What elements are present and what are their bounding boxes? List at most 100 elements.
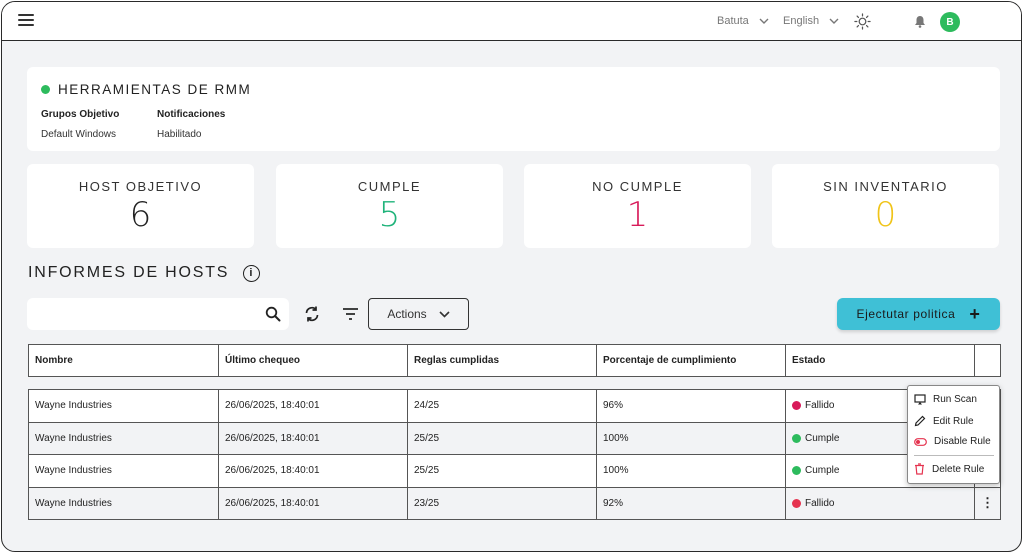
hamburger-menu-icon[interactable] [18, 14, 34, 28]
monitor-icon [914, 394, 926, 405]
host-name: Wayne Industries [28, 421, 219, 455]
menu-item-label: Disable Rule [934, 436, 991, 447]
target-groups-label: Grupos Objetivo [41, 109, 120, 120]
target-groups-value: Default Windows [41, 129, 117, 140]
host-name: Wayne Industries [28, 389, 219, 423]
status-cell: Fallido [785, 486, 975, 520]
stat-value: 6 [129, 195, 152, 235]
search-input[interactable] [35, 304, 255, 324]
stat-label: NO CUMPLE [592, 179, 683, 194]
chevron-down-icon [829, 18, 839, 24]
last-check: 26/06/2025, 18:40:01 [218, 421, 408, 455]
info-icon[interactable]: i [243, 264, 261, 282]
column-header-status[interactable]: Estado [785, 344, 975, 377]
target-groups: Grupos Objetivo Default Windows [41, 109, 119, 140]
menu-item-label: Edit Rule [933, 415, 974, 427]
compliance-percent: 100% [596, 421, 786, 455]
bell-icon[interactable] [914, 15, 926, 28]
stat-card-target-hosts: HOST OBJETIVO 6 [27, 164, 254, 248]
policy-title-text: HERRAMIENTAS DE RMM [58, 82, 252, 97]
stat-card-non-compliant: NO CUMPLE 1 [524, 164, 751, 248]
actions-dropdown[interactable]: Actions [368, 298, 469, 330]
menu-divider [914, 455, 994, 456]
table-row[interactable]: Wayne Industries 26/06/2025, 18:40:01 25… [28, 454, 1001, 488]
menu-item-label: Delete Rule [932, 463, 985, 475]
avatar[interactable]: B [940, 12, 960, 32]
actions-label: Actions [387, 307, 427, 321]
policy-title: HERRAMIENTAS DE RMM [41, 82, 251, 97]
last-check: 26/06/2025, 18:40:01 [218, 486, 408, 520]
status-dot-icon [792, 498, 801, 508]
search-icon[interactable] [265, 306, 281, 322]
organization-selector[interactable]: Batuta [717, 15, 769, 27]
row-context-menu: Run Scan Edit Rule Disable Rule Delete R… [907, 385, 1000, 484]
column-header-actions [974, 344, 1001, 377]
status-dot-icon [792, 466, 801, 476]
last-check: 26/06/2025, 18:40:01 [218, 389, 408, 423]
notifications-label: Notificaciones [157, 109, 226, 120]
section-title: INFORMES DE HOSTS i [28, 264, 261, 282]
pencil-icon [914, 415, 926, 427]
organization-label: Batuta [717, 15, 749, 27]
column-header-name[interactable]: Nombre [28, 344, 219, 377]
stat-label: CUMPLE [357, 179, 422, 194]
plus-icon: + [969, 304, 981, 324]
hosts-table-header: Nombre Último chequeo Reglas cumplidas P… [28, 344, 1001, 377]
table-row[interactable]: Wayne Industries 26/06/2025, 18:40:01 23… [28, 486, 1001, 520]
rules-passed: 23/25 [407, 486, 597, 520]
refresh-icon[interactable] [303, 305, 321, 323]
column-header-percent[interactable]: Porcentaje de cumplimiento [596, 344, 786, 377]
hosts-table: Wayne Industries 26/06/2025, 18:40:01 24… [28, 389, 1001, 520]
compliance-percent: 92% [596, 486, 786, 520]
column-header-rules[interactable]: Reglas cumplidas [407, 344, 597, 377]
status-dot-icon [792, 401, 801, 411]
status-badge: Cumple [805, 432, 840, 444]
status-badge: Fallido [805, 497, 835, 509]
stat-value: 0 [874, 195, 897, 235]
stat-card-compliant: CUMPLE 5 [276, 164, 503, 248]
rules-passed: 24/25 [407, 389, 597, 423]
stat-card-no-inventory: SIN INVENTARIO 0 [772, 164, 999, 248]
trash-icon [915, 463, 924, 475]
host-name: Wayne Industries [28, 454, 219, 488]
notifications-value: Habilitado [157, 129, 202, 140]
language-selector[interactable]: English [783, 15, 839, 27]
status-badge: Fallido [805, 400, 835, 412]
status-badge: Cumple [805, 465, 840, 477]
stat-label: SIN INVENTARIO [823, 179, 948, 194]
compliance-percent: 100% [596, 454, 786, 488]
menu-item-label: Run Scan [933, 394, 977, 405]
status-dot-icon [41, 85, 50, 94]
table-row[interactable]: Wayne Industries 26/06/2025, 18:40:01 24… [28, 389, 1001, 423]
last-check: 26/06/2025, 18:40:01 [218, 454, 408, 488]
stat-label: HOST OBJETIVO [78, 179, 203, 194]
stat-value: 1 [626, 195, 649, 235]
menu-item-delete-rule[interactable]: Delete Rule [914, 463, 984, 475]
section-title-text: INFORMES DE HOSTS [28, 264, 230, 281]
column-header-last-check[interactable]: Último chequeo [218, 344, 408, 377]
stat-value: 5 [378, 195, 401, 235]
rules-passed: 25/25 [407, 421, 597, 455]
top-bar: Batuta English B [2, 2, 1021, 41]
table-row[interactable]: Wayne Industries 26/06/2025, 18:40:01 25… [28, 421, 1001, 455]
chevron-down-icon [439, 310, 450, 318]
search-box [27, 298, 289, 330]
run-policy-button[interactable]: Ejectutar politica + [837, 298, 1000, 330]
host-name: Wayne Industries [28, 486, 219, 520]
rules-passed: 25/25 [407, 454, 597, 488]
compliance-percent: 96% [596, 389, 786, 423]
chevron-down-icon [759, 18, 769, 24]
toggle-off-icon [914, 437, 927, 446]
filter-icon[interactable] [342, 307, 359, 321]
menu-item-disable-rule[interactable]: Disable Rule [914, 436, 991, 447]
run-policy-label: Ejectutar politica [856, 307, 956, 321]
language-label: English [783, 15, 820, 27]
row-actions-cell: ⋮ [974, 486, 1001, 520]
status-dot-icon [792, 433, 801, 443]
menu-item-edit-rule[interactable]: Edit Rule [914, 415, 974, 427]
notifications: Notificaciones Habilitado [157, 109, 225, 140]
menu-item-run-scan[interactable]: Run Scan [914, 394, 977, 405]
sun-icon[interactable] [854, 13, 871, 30]
more-vertical-icon[interactable]: ⋮ [981, 495, 994, 511]
